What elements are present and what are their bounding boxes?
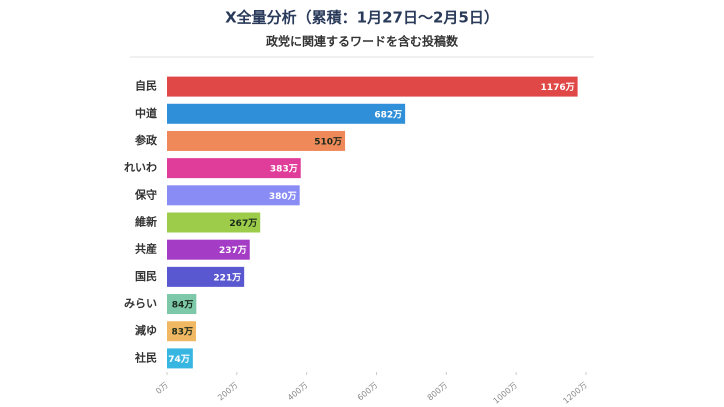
y-tick-label: 維新 bbox=[135, 215, 157, 229]
bar bbox=[167, 294, 197, 315]
y-tick-label: 共産 bbox=[135, 242, 157, 256]
value-label: 267万 bbox=[229, 218, 257, 229]
x-tick-label: 1000万 bbox=[492, 381, 520, 406]
value-label: 383万 bbox=[270, 164, 298, 175]
y-tick-label: 社民 bbox=[134, 350, 157, 364]
value-label: 84万 bbox=[172, 300, 194, 311]
x-tick-label: 800万 bbox=[426, 381, 450, 403]
value-label: 682万 bbox=[374, 109, 402, 120]
value-label: 510万 bbox=[314, 136, 342, 147]
bar bbox=[167, 158, 301, 179]
bar bbox=[167, 239, 250, 260]
bar bbox=[167, 185, 300, 206]
x-tick-label: 0万 bbox=[154, 381, 170, 396]
y-tick-label: 減ゆ bbox=[135, 323, 157, 337]
value-label: 221万 bbox=[213, 272, 241, 283]
bar bbox=[167, 103, 406, 124]
x-tick-label: 600万 bbox=[356, 381, 380, 403]
bar bbox=[167, 348, 193, 369]
bar bbox=[167, 321, 196, 342]
bar bbox=[167, 76, 578, 97]
x-tick-label: 200万 bbox=[216, 381, 240, 403]
value-label: 237万 bbox=[219, 245, 247, 256]
chart-title: X全量分析（累積：1月27日〜2月5日） bbox=[225, 9, 499, 27]
y-tick-label: 中道 bbox=[135, 106, 157, 120]
value-label: 83万 bbox=[171, 327, 193, 338]
y-tick-label: 国民 bbox=[135, 270, 157, 283]
y-tick-label: 保守 bbox=[134, 187, 157, 201]
y-tick-label: みらい bbox=[124, 297, 157, 310]
y-tick-label: れいわ bbox=[124, 161, 157, 174]
bar bbox=[167, 212, 261, 233]
value-label: 380万 bbox=[269, 191, 297, 202]
bar bbox=[167, 266, 245, 287]
bar bbox=[167, 130, 346, 151]
y-tick-label: 参政 bbox=[135, 133, 158, 147]
x-tick-label: 400万 bbox=[286, 381, 310, 403]
chart-subtitle: 政党に関連するワードを含む投稿数 bbox=[266, 34, 459, 49]
value-label: 74万 bbox=[168, 354, 190, 365]
x-tick-label: 1200万 bbox=[561, 381, 589, 406]
value-label: 1176万 bbox=[541, 82, 575, 93]
y-tick-label: 自民 bbox=[135, 79, 157, 93]
